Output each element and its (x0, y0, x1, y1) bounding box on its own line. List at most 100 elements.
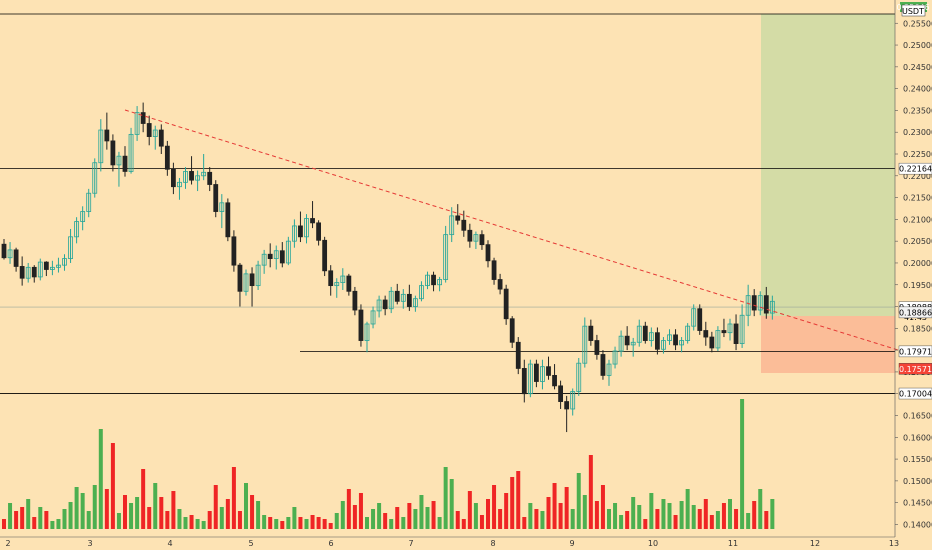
volume-bar (600, 485, 605, 529)
volume-bar (721, 503, 726, 529)
level-badge-label: 0.17971 (899, 347, 932, 356)
volume-bar (528, 503, 533, 529)
volume-bar (401, 517, 406, 529)
candle-body (310, 218, 315, 224)
candle-body (346, 275, 352, 292)
volume-bar (703, 499, 708, 529)
candle-body (298, 225, 303, 238)
volume-bar (244, 483, 248, 529)
stop-badge-label: 0.17571 (899, 365, 932, 374)
profit-zone[interactable] (761, 14, 895, 316)
volume-bar (752, 501, 757, 529)
volume-bar (377, 503, 382, 529)
time-axis[interactable]: 2 3 4 5 6 7 8 9 10 11 12 13 (0, 536, 899, 548)
trendline[interactable] (124, 109, 899, 351)
candle-body (455, 215, 461, 221)
stop-badge (898, 363, 932, 375)
volume-bar (304, 519, 309, 529)
time-tick-label: 7 (408, 539, 413, 548)
entry-badge (898, 306, 932, 319)
volume-bar (322, 519, 327, 529)
volume-bar (8, 503, 13, 529)
volume-bar (183, 517, 188, 529)
volume-bar (504, 493, 509, 529)
candle-body (534, 363, 539, 382)
volume-bar (473, 503, 478, 529)
candle-body (745, 295, 751, 316)
candle-body (630, 341, 636, 346)
volume-bar (195, 519, 200, 529)
volume-bar (389, 519, 394, 529)
volume-bar (74, 487, 79, 529)
candle-body (122, 155, 128, 172)
volume-bar (631, 497, 636, 529)
volume-bar (673, 515, 678, 529)
long-position-tool[interactable] (761, 14, 895, 373)
volume-bar (286, 517, 291, 529)
candle-body (394, 290, 400, 302)
volume-bar (455, 511, 460, 529)
candle-body (7, 249, 13, 259)
candle-body (376, 299, 382, 312)
time-tick-label: 9 (569, 539, 574, 548)
candle-body (152, 129, 158, 137)
time-tick-label: 6 (328, 539, 333, 548)
candle-body (467, 229, 473, 242)
candle-body (352, 290, 358, 311)
candle-body (655, 332, 660, 350)
volume-bar (280, 521, 285, 529)
candle-body (110, 140, 116, 166)
candle-body (437, 279, 443, 286)
candle-body (291, 225, 297, 242)
volume-bar (207, 511, 212, 529)
volume-bar (546, 497, 551, 529)
candle-body (727, 323, 733, 334)
loss-zone[interactable] (761, 316, 895, 373)
volume-bar (655, 509, 660, 529)
candle-body (612, 350, 618, 365)
volume-bar (32, 517, 37, 529)
candle-body (636, 325, 642, 343)
candle-body (473, 234, 479, 242)
volume-bar (38, 507, 43, 529)
volume-bar (123, 495, 127, 529)
candle-body (400, 293, 406, 302)
volume-bar (68, 502, 73, 529)
candle-body (642, 325, 648, 341)
candle-body (515, 341, 521, 369)
candle-body (255, 264, 261, 287)
volume-bar (310, 515, 315, 529)
volume-bar (201, 521, 206, 529)
volume-bar (619, 515, 624, 529)
time-tick-label: 13 (889, 539, 899, 548)
time-tick-label: 10 (648, 539, 658, 548)
candle-body (461, 219, 467, 231)
candle-body (412, 298, 418, 307)
volume-bar (437, 517, 442, 529)
volume-bar (334, 513, 339, 529)
candle-body (558, 385, 563, 402)
volume-bar (352, 505, 357, 529)
candle-body (128, 133, 134, 172)
candle-body (86, 192, 92, 212)
volume-bar (498, 509, 503, 529)
candle-body (116, 155, 122, 166)
volume-bar (625, 511, 630, 529)
candle-body (443, 234, 449, 280)
volume-bar (104, 489, 109, 529)
volume-bar (552, 483, 557, 529)
volume-bar (679, 501, 684, 529)
volume-bar (661, 499, 666, 529)
volume-bar (56, 519, 61, 529)
price-badges: 0.221640.179710.170040.1898841:430.18866… (898, 162, 932, 400)
candle-body (207, 171, 213, 185)
